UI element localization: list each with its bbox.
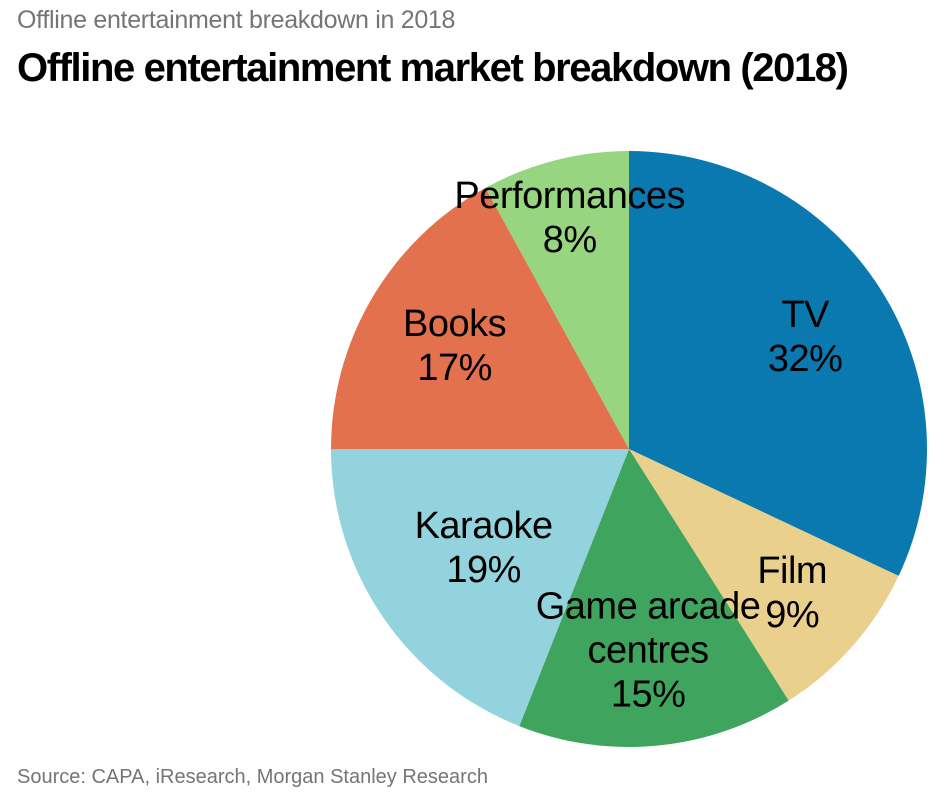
slice-label-film: Film 9%: [757, 550, 827, 636]
slice-label-karaoke: Karaoke 19%: [415, 505, 553, 591]
chart-eyebrow: Offline entertainment breakdown in 2018: [17, 6, 456, 34]
slice-label-books: Books 17%: [403, 303, 506, 389]
slice-label-performances: Performances 8%: [454, 175, 685, 261]
pie-slice-game-arcade-centres: [519, 449, 789, 747]
pie-slice-karaoke: [331, 449, 629, 727]
chart-title: Offline entertainment market breakdown (…: [17, 46, 849, 90]
pie-slice-books: [331, 187, 629, 450]
pie-slice-film: [629, 449, 899, 701]
pie-slice-tv: [629, 151, 928, 576]
slice-label-game-arcade-centres: Game arcade centres 15%: [536, 586, 761, 716]
pie-slice-performances: [485, 151, 629, 449]
source-note: Source: CAPA, iResearch, Morgan Stanley …: [17, 766, 488, 788]
slice-label-tv: TV 32%: [768, 294, 843, 380]
